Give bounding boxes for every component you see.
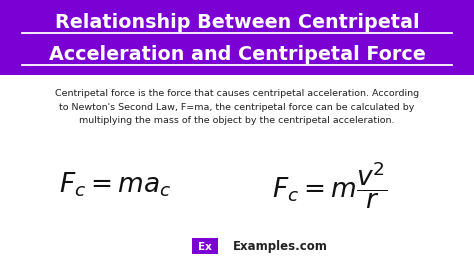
Text: Acceleration and Centripetal Force: Acceleration and Centripetal Force [49, 44, 425, 64]
Text: Ex: Ex [198, 242, 212, 251]
Text: Relationship Between Centripetal: Relationship Between Centripetal [55, 13, 419, 31]
Bar [192, 238, 218, 254]
Bar [0, 0, 474, 75]
Text: Centripetal force is the force that causes centripetal acceleration. According
t: Centripetal force is the force that caus… [55, 89, 419, 125]
Text: $F_c = ma_c$: $F_c = ma_c$ [59, 171, 171, 199]
Text: $F_c = m\dfrac{v^2}{r}$: $F_c = m\dfrac{v^2}{r}$ [272, 159, 388, 211]
Text: Examples.com: Examples.com [233, 240, 328, 253]
